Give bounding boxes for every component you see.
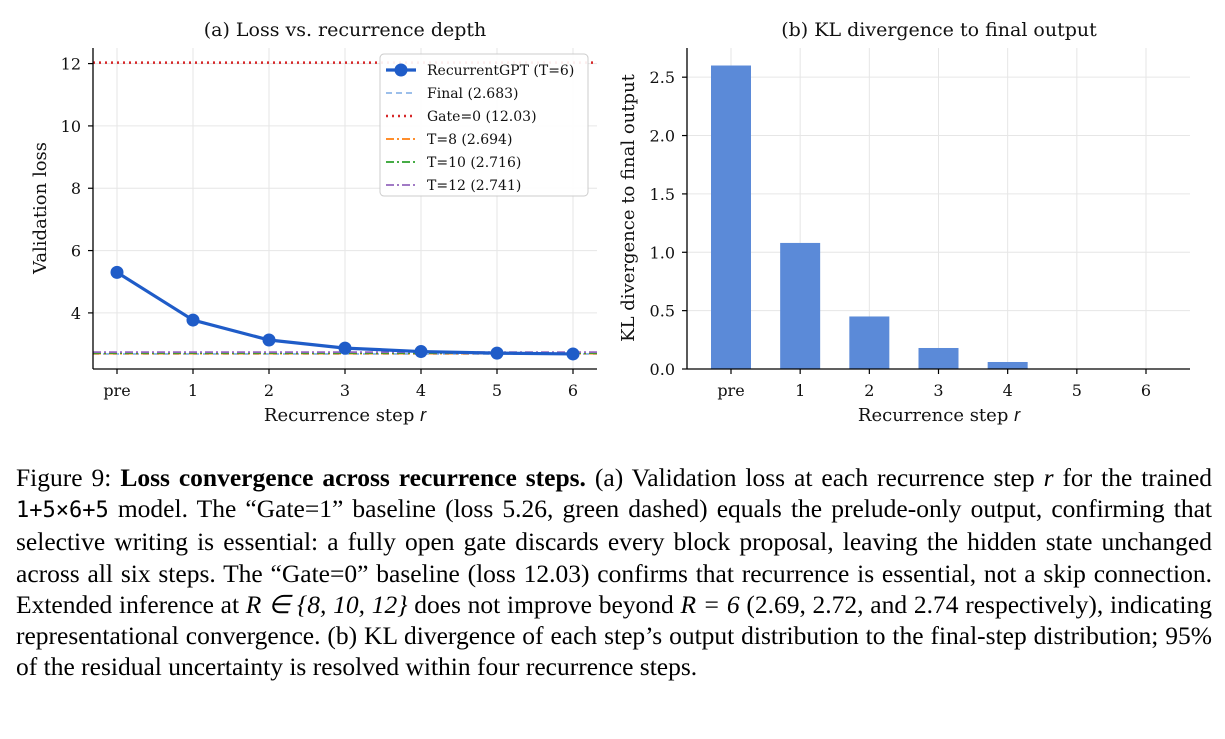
panel-a-legend: RecurrentGPT (T=6) Final (2.683) Gate=0 (1… [379,53,589,197]
x-tick-label: 6 [1141,381,1151,400]
y-tick-label: 6 [71,242,81,261]
bar [849,316,890,369]
panel-b-x-ticks: pre 1 2 3 4 5 6 [717,369,1151,400]
panel-b-grid [687,48,1190,370]
panel-b-y-axis-label: KL divergence to final output [618,73,639,341]
y-tick-label: 8 [71,179,81,198]
legend-label: T=10 (2.716) [427,155,521,171]
panel-a-y-ticks: 4 6 8 10 12 [61,55,93,323]
panel-b-x-axis-label: Recurrence step r [858,405,1021,426]
bar [711,65,751,369]
x-tick-label: 5 [492,381,502,400]
y-tick-label: 1.5 [650,185,675,204]
figure-caption: Figure 9: Loss convergence across recurr… [16,462,1212,682]
x-tick-label: 4 [1003,381,1013,400]
y-tick-label: 2.5 [650,68,675,87]
panel-b-bars [711,65,1028,369]
legend-label: T=12 (2.741) [427,178,521,194]
x-tick-label: 5 [1072,381,1082,400]
y-tick-label: 4 [71,304,81,323]
x-tick-label: 1 [188,381,198,400]
caption-text-1: (a) Validation loss at each recurrence s… [585,463,1044,492]
caption-math-1: R ∈ {8, 10, 12} [245,589,408,619]
legend-label: Gate=0 (12.03) [427,109,537,125]
panel-a-x-axis-var: r [420,405,427,425]
panel-a-x-axis-label: Recurrence step r [264,405,427,426]
series-point [414,345,428,359]
panel-a-title: (a) Loss vs. recurrence depth [204,19,487,41]
panel-b-x-axis-var: r [1014,405,1021,425]
series-point [110,265,124,279]
caption-label: Figure 9: [16,463,112,492]
caption-var-r: r [1043,463,1054,492]
x-tick-label: 6 [568,381,578,400]
series-point [338,341,352,355]
bar [918,347,959,369]
y-tick-label: 1.0 [650,243,675,262]
panel-b-title: (b) KL divergence to final output [781,19,1097,41]
panel-b-x-axis-text: Recurrence step [858,405,1008,426]
legend-marker [394,63,408,77]
legend-frame [379,53,589,197]
caption-text-2: for the trained [1053,463,1213,492]
x-tick-label: 2 [864,381,874,400]
legend-label: RecurrentGPT (T=6) [427,63,574,79]
panel-b-y-ticks: 0.0 0.5 1.0 1.5 2.0 2.5 [650,68,687,379]
series-point [262,333,276,347]
caption-model-name: 1+5×6+5 [16,498,109,524]
y-tick-label: 0.5 [650,302,675,321]
x-tick-label: 4 [416,381,426,400]
y-tick-label: 2.0 [650,127,675,146]
series-point [566,347,580,361]
bar [987,361,1028,369]
legend-label: Final (2.683) [427,86,519,102]
panel-a-x-ticks: pre 1 2 3 4 5 6 [103,369,578,400]
panel-a-series [110,265,580,361]
x-tick-label: 1 [795,381,805,400]
series-point [186,313,200,327]
x-tick-label: pre [717,381,744,400]
panel-a-y-axis-label: Validation loss [30,142,51,275]
caption-title: Loss convergence across recurrence steps… [120,463,586,492]
panel-a-loss-chart: (a) Loss vs. recurrence depth pre 1 2 3 4 5 6 … [30,19,597,426]
series-point [490,346,504,360]
x-tick-label: 3 [340,381,350,400]
caption-text-4: does not improve beyond [407,589,681,619]
x-tick-label: 3 [933,381,943,400]
x-tick-label: pre [103,381,130,400]
figure: (a) Loss vs. recurrence depth pre 1 2 3 4 5 6 … [30,19,1190,426]
caption-text-3: model. The “Gate=1” baseline (loss 5.26,… [16,494,1212,619]
y-tick-label: 0.0 [650,360,675,379]
panel-b-kl-chart: (b) KL divergence to final output pre 1 2 3… [618,19,1190,426]
panel-a-x-axis-text: Recurrence step [264,405,414,426]
legend-label: T=8 (2.694) [427,132,512,148]
caption-text-5: (2.69, 2.72, and 2.74 respectively), ind… [16,589,1213,682]
y-tick-label: 10 [61,117,81,136]
bar [780,242,821,369]
x-tick-label: 2 [264,381,274,400]
y-tick-label: 12 [61,55,81,74]
caption-math-2: R = 6 [680,589,740,619]
